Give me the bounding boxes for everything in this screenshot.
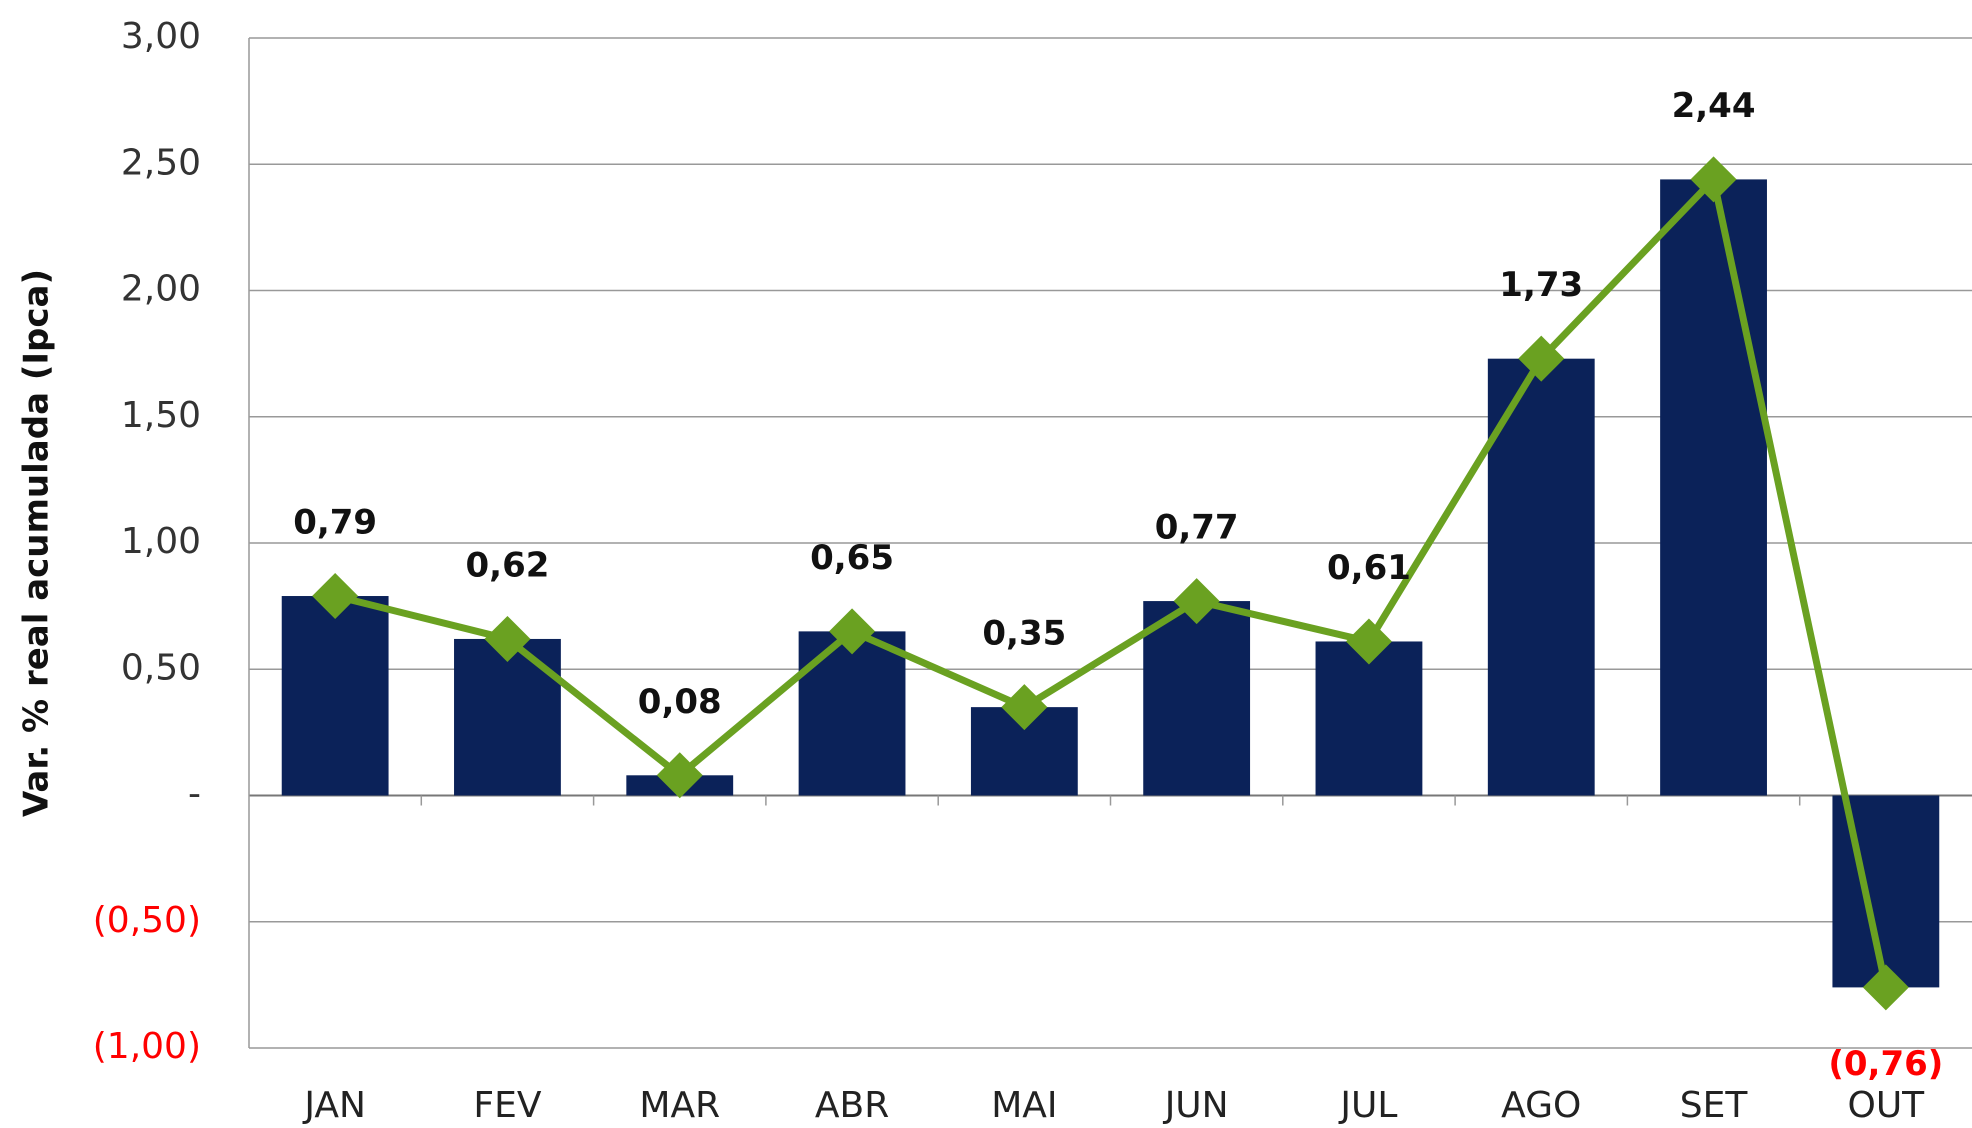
y-tick-label: 2,50 xyxy=(121,142,201,183)
bar xyxy=(1143,601,1251,796)
y-tick-label: 1,00 xyxy=(121,521,201,562)
data-label: 0,61 xyxy=(1327,548,1411,588)
bar xyxy=(1315,641,1423,796)
x-tick-label: JAN xyxy=(302,1085,366,1126)
line-marker xyxy=(829,608,876,655)
line-marker xyxy=(656,752,703,799)
line-marker xyxy=(1862,964,1909,1011)
x-tick-label: SET xyxy=(1680,1085,1749,1126)
data-label: 0,62 xyxy=(466,545,550,585)
line xyxy=(334,175,1890,989)
x-tick-label: MAR xyxy=(639,1085,720,1126)
data-label: 0,65 xyxy=(810,538,894,578)
data-label: (0,76) xyxy=(1828,1044,1943,1084)
bar xyxy=(798,631,906,796)
line-marker xyxy=(1518,335,1565,382)
y-tick-label: 1,50 xyxy=(121,395,201,436)
x-tick-label: AGO xyxy=(1501,1085,1581,1126)
x-tick-label: JUN xyxy=(1163,1085,1229,1126)
line-marker xyxy=(1690,156,1737,203)
x-tick-label: FEV xyxy=(473,1085,541,1126)
line-marker xyxy=(1345,618,1392,665)
line-marker xyxy=(1001,684,1048,731)
y-axis-title: Var. % real acumulada (Ipca) xyxy=(17,269,57,817)
y-tick-label: (0,50) xyxy=(93,900,201,941)
line-marker xyxy=(312,573,359,620)
x-tick-label: OUT xyxy=(1848,1085,1926,1126)
data-label: 0,08 xyxy=(638,682,722,722)
data-label: 0,79 xyxy=(293,503,377,543)
bar xyxy=(1660,179,1767,796)
data-label: 0,35 xyxy=(982,614,1066,654)
x-tick-label: ABR xyxy=(815,1085,889,1126)
y-tick-label: (1,00) xyxy=(93,1026,201,1067)
data-label: 1,73 xyxy=(1499,265,1583,305)
x-tick-label: MAI xyxy=(991,1085,1057,1126)
data-label: 2,44 xyxy=(1672,86,1756,126)
y-tick-label: - xyxy=(188,774,201,815)
bar xyxy=(1487,358,1595,796)
y-tick-label: 2,00 xyxy=(121,269,201,310)
bar xyxy=(281,596,389,796)
y-tick-label: 0,50 xyxy=(121,647,201,688)
bar xyxy=(454,638,561,796)
data-label: 0,77 xyxy=(1155,508,1239,548)
line-marker xyxy=(484,615,531,662)
x-tick-label: JUL xyxy=(1338,1085,1397,1126)
line-marker xyxy=(1173,578,1220,625)
y-tick-label: 3,00 xyxy=(121,16,201,57)
